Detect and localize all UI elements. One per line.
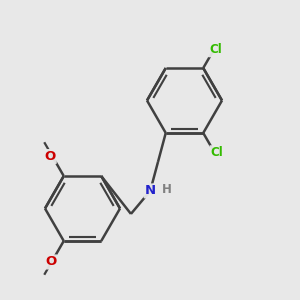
Text: Cl: Cl [210,146,223,159]
Text: O: O [44,150,56,163]
Text: N: N [145,184,156,197]
Text: Cl: Cl [209,43,222,56]
Text: O: O [45,256,57,268]
Text: H: H [162,183,172,196]
